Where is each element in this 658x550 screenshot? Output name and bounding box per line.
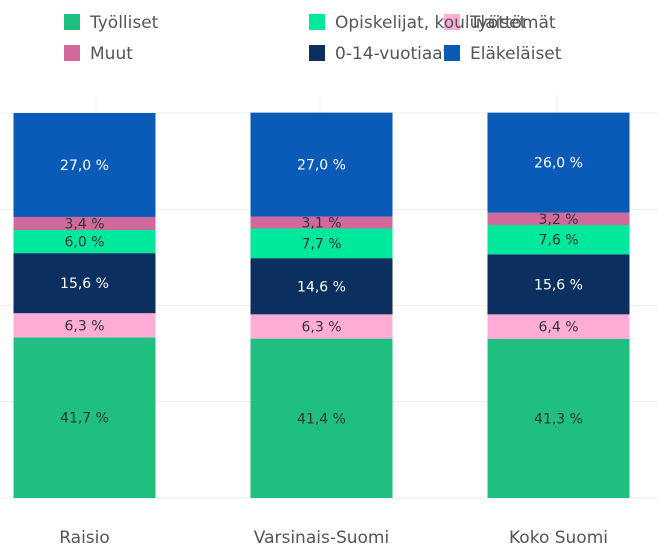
bar-segment xyxy=(13,337,156,498)
bar-segment xyxy=(250,314,393,339)
bar-segment xyxy=(487,212,630,226)
legend-swatch xyxy=(309,14,325,30)
x-tick-label: Varsinais-Suomi xyxy=(254,528,389,548)
value-label: 15,6 % xyxy=(60,276,109,292)
bar-segment xyxy=(13,113,156,217)
value-label: 7,6 % xyxy=(538,233,578,249)
bar-segment xyxy=(250,228,393,259)
value-label: 3,4 % xyxy=(64,216,104,232)
legend-label: 0-14-vuotiaat xyxy=(335,44,450,64)
value-label: 3,2 % xyxy=(538,212,578,228)
legend-label: Opiskelijat, koululaiset xyxy=(335,13,527,33)
bar-segment xyxy=(487,338,630,498)
value-label: 15,6 % xyxy=(534,277,583,293)
bar-segment xyxy=(250,338,393,498)
value-label: 6,3 % xyxy=(301,319,341,335)
value-label: 41,3 % xyxy=(534,411,583,427)
value-label: 41,7 % xyxy=(60,411,109,427)
value-label: 6,3 % xyxy=(64,318,104,334)
value-label: 7,7 % xyxy=(301,236,341,252)
value-label: 27,0 % xyxy=(297,158,346,174)
bar-segment xyxy=(250,112,393,217)
legend-swatch xyxy=(444,14,460,30)
legend-label: Muut xyxy=(90,44,133,64)
legend-label: Työlliset xyxy=(89,13,159,33)
value-label: 26,0 % xyxy=(534,156,583,172)
x-tick-label: Koko Suomi xyxy=(509,528,608,548)
bar-segment xyxy=(487,314,630,339)
value-label: 3,1 % xyxy=(301,216,341,232)
value-label: 27,0 % xyxy=(60,158,109,174)
bar-segment xyxy=(13,216,156,231)
legend-swatch xyxy=(64,45,80,61)
legend-swatch xyxy=(444,45,460,61)
bar-segment xyxy=(13,230,156,254)
bar-segment xyxy=(13,313,156,338)
value-label: 6,4 % xyxy=(538,320,578,336)
legend-swatch xyxy=(64,14,80,30)
bar-segment xyxy=(250,216,393,229)
legend-label: Eläkeläiset xyxy=(470,44,562,64)
value-label: 6,0 % xyxy=(64,235,104,251)
bar-segment xyxy=(487,225,630,255)
bar-segment xyxy=(250,258,393,315)
bar-segment xyxy=(13,253,156,314)
x-tick-label: Raisio xyxy=(59,528,110,548)
bar-segment xyxy=(487,254,630,315)
bar-segment xyxy=(487,112,630,213)
value-label: 14,6 % xyxy=(297,279,346,295)
legend-swatch xyxy=(309,45,325,61)
value-label: 41,4 % xyxy=(297,411,346,427)
legend-label: Työttömät xyxy=(469,13,556,33)
